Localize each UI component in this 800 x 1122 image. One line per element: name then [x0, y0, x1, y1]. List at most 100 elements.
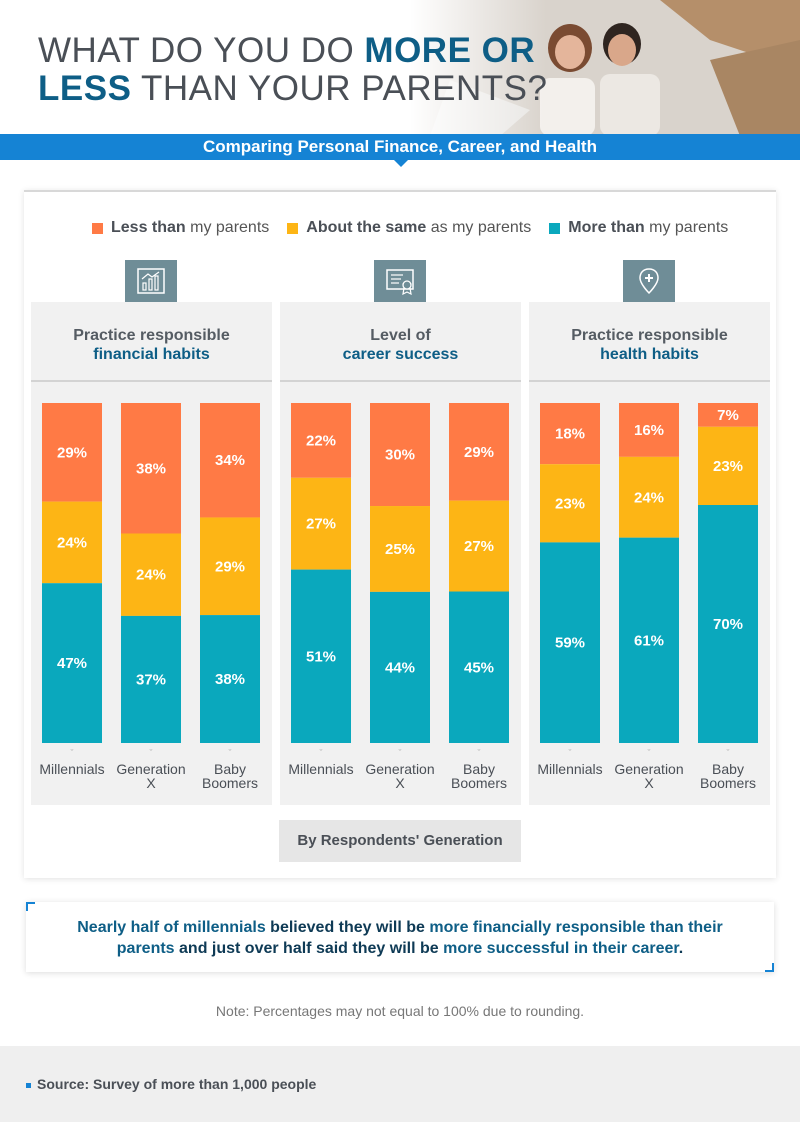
- panel-career: Level of career success 22% 27% 51% 30% 25% 4…: [280, 302, 521, 805]
- bar-value-label: 25%: [385, 541, 415, 558]
- category-label-millennials: ˇ Millennials: [530, 748, 610, 776]
- panel-financial: Practice responsible financial habits 29…: [31, 302, 272, 805]
- chevron-down-icon: ˇ: [726, 748, 730, 758]
- legend-label: Less than my parents: [111, 219, 269, 237]
- bar-segment-generation-x-same: [619, 456, 679, 538]
- bar-value-label: 18%: [555, 426, 585, 443]
- bar-segment-millennials-more: [42, 583, 102, 743]
- category-label-line: Boomers: [450, 775, 508, 791]
- callout-text: and just over half said they will be: [174, 940, 444, 957]
- health-icon: [623, 260, 675, 302]
- category-label-baby-boomers: ˇ Baby Boomers: [190, 748, 270, 790]
- panel-title-line2: career success: [342, 346, 459, 363]
- chevron-down-icon: ˇ: [319, 748, 323, 758]
- bar-segment-millennials-less: [540, 403, 600, 465]
- bar-value-label: 24%: [634, 489, 664, 506]
- legend: Less than my parents About the same as m…: [92, 219, 728, 237]
- title-highlight: LESS: [38, 69, 132, 108]
- bar-value-label: 37%: [136, 671, 166, 688]
- bar-value-label: 24%: [136, 567, 166, 584]
- panel-title: Practice responsible financial habits: [31, 302, 272, 382]
- legend-item-more: More than my parents: [549, 219, 728, 237]
- bar-value-label: 22%: [306, 432, 336, 449]
- bar-segment-millennials-same: [291, 477, 351, 570]
- legend-rest: my parents: [644, 219, 729, 236]
- corner-bracket: [26, 902, 35, 911]
- bar-segment-baby-boomers-more: [200, 615, 260, 743]
- panel-title-line1: Practice responsible: [571, 327, 728, 344]
- bar-value-label: 7%: [717, 407, 739, 424]
- bar-segment-baby-boomers-more: [449, 591, 509, 743]
- bar-segment-baby-boomers-less: [698, 403, 758, 427]
- bar-value-label: 16%: [634, 422, 664, 439]
- category-label-line: X: [644, 775, 654, 791]
- bar-segment-millennials-less: [42, 403, 102, 502]
- bar-segment-generation-x-more: [121, 615, 181, 743]
- page-title: WHAT DO YOU DO MORE OR LESS THAN YOUR PA…: [38, 32, 547, 108]
- category-labels: ˇ Millennials ˇ Generation X ˇ Baby Boomers: [529, 748, 770, 798]
- category-label-generation-x: ˇ Generation X: [111, 748, 191, 790]
- category-label-millennials: ˇ Millennials: [281, 748, 361, 776]
- bar-segment-generation-x-same: [121, 533, 181, 616]
- chevron-down-icon: ˇ: [70, 748, 74, 758]
- category-label-line: Millennials: [537, 761, 603, 777]
- legend-label: More than my parents: [568, 219, 728, 237]
- bullet-icon: [26, 1082, 31, 1088]
- bar-value-label: 29%: [215, 558, 245, 575]
- panel-title-line2: health habits: [600, 346, 699, 363]
- chevron-down-icon: ˇ: [228, 748, 232, 758]
- bar-chart-icon: [137, 268, 165, 294]
- bar-area: 29% 24% 47% 38% 24% 37% 34% 29% 38%: [31, 403, 272, 743]
- bar-value-label: 61%: [634, 632, 664, 649]
- source-footer: Source: Survey of more than 1,000 people: [0, 1046, 800, 1122]
- chart-icon: [125, 260, 177, 302]
- bar-segment-baby-boomers-same: [698, 426, 758, 505]
- stacked-bar-chart: 22% 27% 51% 30% 25% 44% 29% 27% 45%: [291, 403, 509, 743]
- bar-segment-generation-x-less: [121, 403, 181, 534]
- bar-value-label: 38%: [215, 671, 245, 688]
- legend-label: About the same as my parents: [306, 219, 531, 237]
- callout-text: .: [678, 940, 684, 957]
- legend-swatch-more: [549, 222, 561, 234]
- category-label-line: X: [146, 775, 156, 791]
- category-label-baby-boomers: ˇ Baby Boomers: [439, 748, 519, 790]
- legend-bold: Less than: [111, 219, 186, 236]
- callout-box: Nearly half of millennials believed they…: [26, 902, 774, 972]
- bar-segment-millennials-same: [42, 501, 102, 584]
- callout-highlight: Nearly half of millennials: [77, 919, 266, 936]
- bar-segment-generation-x-more: [370, 591, 430, 743]
- category-label-line: Boomers: [201, 775, 259, 791]
- bar-segment-generation-x-same: [370, 506, 430, 592]
- banner-notch: [393, 159, 409, 167]
- bar-value-label: 47%: [57, 655, 87, 672]
- callout-text: believed they will be: [265, 919, 430, 936]
- chevron-down-icon: ˇ: [398, 748, 402, 758]
- bar-value-label: 30%: [385, 447, 415, 464]
- category-labels: ˇ Millennials ˇ Generation X ˇ Baby Boomers: [280, 748, 521, 798]
- bar-value-label: 29%: [57, 444, 87, 461]
- bar-segment-millennials-more: [291, 569, 351, 743]
- bar-value-label: 27%: [464, 538, 494, 555]
- category-label-line: Baby: [463, 761, 495, 777]
- bar-value-label: 23%: [713, 458, 743, 475]
- panel-title: Level of career success: [280, 302, 521, 382]
- title-part: WHAT DO YOU DO: [38, 31, 365, 70]
- bar-value-label: 44%: [385, 659, 415, 676]
- category-label-line: Generation: [614, 761, 684, 777]
- couple-photo-icon: [410, 0, 800, 136]
- panel-title-line2: financial habits: [93, 346, 210, 363]
- bar-segment-generation-x-more: [619, 537, 679, 743]
- legend-bold: More than: [568, 219, 645, 236]
- category-labels: ˇ Millennials ˇ Generation X ˇ Baby Boomers: [31, 748, 272, 798]
- stacked-bar-chart: 18% 23% 59% 16% 24% 61% 7% 23% 70%: [540, 403, 758, 743]
- bar-segment-baby-boomers-same: [200, 517, 260, 616]
- category-label-line: Baby: [214, 761, 246, 777]
- title-highlight: MORE OR: [364, 31, 536, 70]
- category-label-line: Generation: [116, 761, 186, 777]
- footnote: Note: Percentages may not equal to 100% …: [215, 1003, 585, 1019]
- bar-segment-baby-boomers-more: [698, 505, 758, 743]
- bar-value-label: 70%: [713, 616, 743, 633]
- callout-highlight: more financially responsible than their …: [116, 919, 723, 957]
- legend-item-same: About the same as my parents: [287, 219, 531, 237]
- bar-value-label: 51%: [306, 648, 336, 665]
